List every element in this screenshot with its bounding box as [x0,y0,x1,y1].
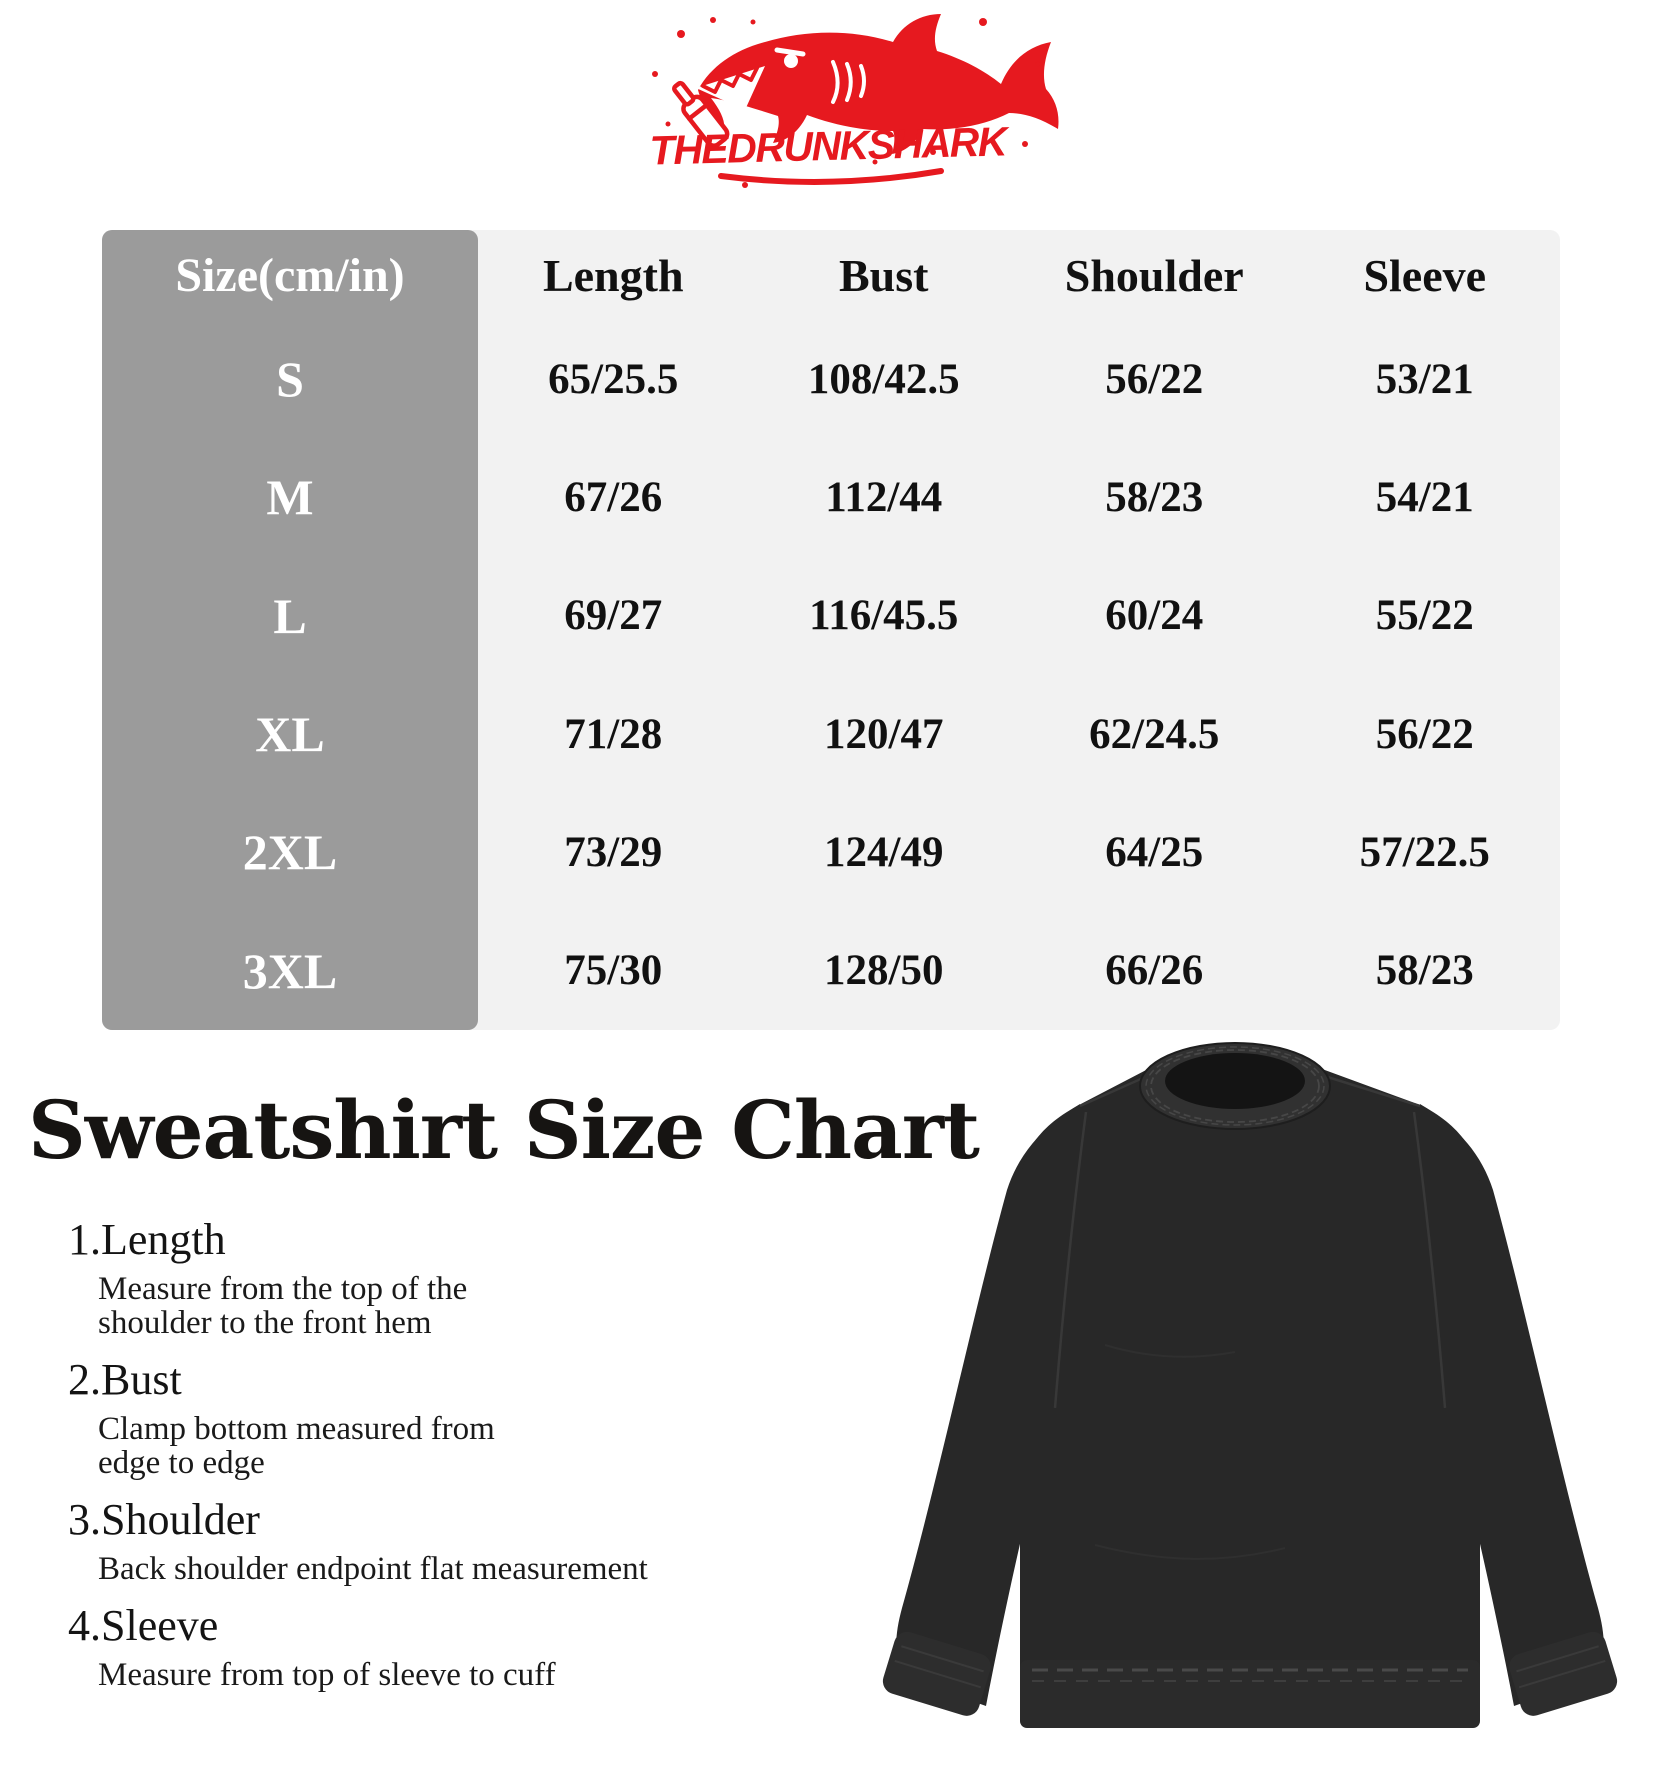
table-cell: 65/25.5 [548,355,679,403]
table-cell: 73/29 [564,828,663,876]
page-title: Sweatshirt Size Chart [28,1083,980,1177]
instruction-text: shoulder to the front hem [98,1305,432,1341]
sweatshirt-illustration [882,1042,1618,1728]
size-table: Size(cm/in) Length Bust Shoulder Sleeve … [102,230,1560,1030]
size-label: M [266,469,314,526]
table-cell: 128/50 [824,947,944,995]
table-cell: 71/28 [564,710,663,758]
size-label: 2XL [242,824,338,881]
instruction-text: edge to edge [98,1445,265,1481]
table-cell: 112/44 [825,473,943,521]
instruction-sleeve: 4.Sleeve Measure from top of sleeve to c… [68,1600,828,1692]
table-cell: 124/49 [824,828,944,876]
brand-underline [718,168,944,185]
size-label: S [276,351,304,408]
table-cell: 56/22 [1105,355,1204,403]
table-cell: 116/45.5 [809,592,959,640]
table-cell: 75/30 [564,947,663,995]
instruction-text: Measure from top of sleeve to cuff [98,1657,556,1693]
brand-logo: THEDRUNKSHARK [593,4,1063,192]
column-header-bust: Bust [839,249,929,301]
instruction-shoulder: 3.Shoulder Back shoulder endpoint flat m… [68,1494,828,1586]
instruction-label: 2.Bust [68,1355,182,1404]
table-corner-header: Size(cm/in) [175,248,405,302]
table-cell: 55/22 [1375,592,1474,640]
size-label: XL [255,706,325,763]
table-cell: 54/21 [1375,473,1474,521]
table-cell: 66/26 [1105,947,1204,995]
instruction-label: 3.Shoulder [68,1495,260,1544]
size-label: 3XL [242,942,338,999]
instruction-text: Measure from the top of the [98,1271,468,1307]
column-header-length: Length [542,249,684,301]
brand-name-text: THEDRUNKSHARK [649,118,1011,173]
table-cell: 108/42.5 [807,355,960,403]
table-cell: 57/22.5 [1359,828,1490,876]
table-cell: 58/23 [1105,473,1204,521]
instruction-text: Back shoulder endpoint flat measurement [98,1551,648,1587]
table-cell: 56/22 [1375,710,1474,758]
instruction-label: 1.Length [68,1215,226,1264]
size-column-background [102,230,478,1030]
column-header-shoulder: Shoulder [1064,249,1244,301]
measurement-instructions: 1.Length Measure from the top of the sho… [68,1214,828,1692]
instruction-label: 4.Sleeve [68,1601,219,1650]
table-cell: 69/27 [564,592,663,640]
instruction-text: Clamp bottom measured from [98,1411,495,1447]
drunk-shark-icon: THEDRUNKSHARK [649,14,1059,188]
column-header-sleeve: Sleeve [1363,249,1487,301]
instruction-bust: 2.Bust Clamp bottom measured from edge t… [68,1354,828,1480]
table-cell: 58/23 [1375,947,1474,995]
table-cell: 53/21 [1375,355,1474,403]
instruction-length: 1.Length Measure from the top of the sho… [68,1214,828,1340]
size-label: L [273,587,307,644]
table-cell: 60/24 [1105,592,1204,640]
table-cell: 120/47 [824,710,944,758]
sweatshirt-photo [880,1040,1650,1740]
table-cell: 67/26 [564,473,663,521]
table-cell: 62/24.5 [1089,710,1220,758]
table-cell: 64/25 [1105,828,1204,876]
